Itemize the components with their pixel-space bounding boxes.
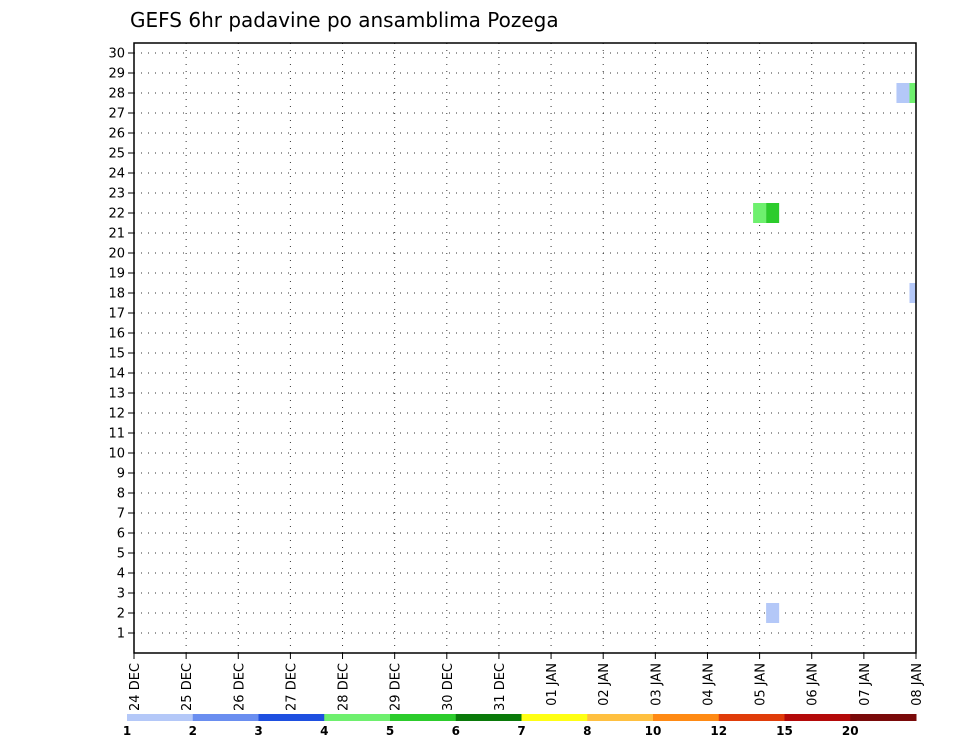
legend-label: 10	[645, 724, 662, 738]
legend-label: 15	[776, 724, 793, 738]
legend-label: 2	[189, 724, 197, 738]
y-tick-label: 17	[108, 307, 125, 322]
y-tick-label: 28	[108, 87, 125, 102]
legend-label: 4	[320, 724, 328, 738]
legend-swatch	[850, 714, 917, 721]
legend: 1 2 3 4 5 6 7 8 10 12 15 20	[123, 714, 917, 738]
legend-label: 5	[386, 724, 394, 738]
y-tick-label: 5	[117, 547, 125, 562]
y-tick-label: 22	[108, 207, 125, 222]
y-tick-label: 15	[108, 347, 125, 362]
y-tick-label: 23	[108, 187, 125, 202]
chart-title: GEFS 6hr padavine po ansamblima Pozega	[130, 8, 559, 32]
y-tick-label: 3	[117, 587, 125, 602]
y-tick-label: 24	[108, 167, 125, 182]
x-tick-label: 03 JAN	[649, 663, 664, 706]
legend-label: 1	[123, 724, 131, 738]
x-tick-label: 25 DEC	[180, 663, 195, 711]
y-axis: 1234567891011121314151617181920212223242…	[108, 47, 134, 642]
y-tick-label: 13	[108, 387, 125, 402]
y-tick-label: 20	[108, 247, 125, 262]
y-tick-label: 9	[117, 467, 125, 482]
y-tick-label: 21	[108, 227, 125, 242]
y-tick-label: 16	[108, 327, 125, 342]
legend-label: 3	[254, 724, 262, 738]
y-tick-label: 7	[117, 507, 125, 522]
y-tick-label: 14	[108, 367, 125, 382]
y-tick-label: 1	[117, 627, 125, 642]
heatmap-cell	[909, 83, 916, 103]
legend-swatch	[127, 714, 194, 721]
y-tick-label: 19	[108, 267, 125, 282]
x-tick-label: 31 DEC	[493, 663, 508, 711]
y-tick-label: 2	[117, 607, 125, 622]
y-tick-label: 27	[108, 107, 125, 122]
x-tick-label: 08 JAN	[910, 663, 925, 706]
legend-swatch	[653, 714, 720, 721]
x-tick-label: 06 JAN	[806, 663, 821, 706]
legend-label: 8	[583, 724, 591, 738]
legend-label: 12	[710, 724, 727, 738]
legend-swatch	[324, 714, 391, 721]
x-tick-label: 30 DEC	[441, 663, 456, 711]
legend-swatch	[192, 714, 259, 721]
x-tick-label: 02 JAN	[597, 663, 612, 706]
legend-swatch	[521, 714, 588, 721]
y-tick-label: 12	[108, 407, 125, 422]
y-tick-label: 10	[108, 447, 125, 462]
legend-swatch	[258, 714, 325, 721]
x-tick-label: 05 JAN	[754, 663, 769, 706]
x-tick-label: 29 DEC	[389, 663, 404, 711]
legend-swatch	[587, 714, 654, 721]
x-tick-label: 07 JAN	[858, 663, 873, 706]
plot-frame	[133, 42, 917, 654]
legend-label: 7	[517, 724, 525, 738]
heatmap-cell	[766, 603, 780, 623]
heatmap-cell	[753, 203, 767, 223]
x-tick-label: 04 JAN	[701, 663, 716, 706]
x-tick-label: 27 DEC	[284, 663, 299, 711]
x-tick-label: 24 DEC	[128, 663, 143, 711]
y-tick-label: 25	[108, 147, 125, 162]
heatmap-cell	[896, 83, 910, 103]
heatmap-cell	[766, 203, 780, 223]
legend-label: 20	[842, 724, 859, 738]
x-tick-label: 28 DEC	[337, 663, 352, 711]
y-tick-label: 6	[117, 527, 125, 542]
y-tick-label: 8	[117, 487, 125, 502]
x-tick-label: 26 DEC	[232, 663, 247, 711]
y-tick-label: 4	[117, 567, 125, 582]
grid-lines	[134, 43, 916, 653]
legend-swatch	[784, 714, 851, 721]
heatmap-cell	[909, 283, 916, 303]
legend-swatch	[718, 714, 785, 721]
legend-swatch	[455, 714, 522, 721]
y-tick-label: 26	[108, 127, 125, 142]
y-tick-label: 30	[108, 47, 125, 62]
x-tick-label: 01 JAN	[545, 663, 560, 706]
legend-swatch	[390, 714, 457, 721]
legend-label: 6	[452, 724, 460, 738]
y-tick-label: 18	[108, 287, 125, 302]
y-tick-label: 29	[108, 67, 125, 82]
x-axis: 24 DEC 25 DEC 26 DEC 27 DEC 28 DEC 29 DEC 30 D…	[128, 653, 925, 711]
y-tick-label: 11	[108, 427, 125, 442]
heatmap-cells	[753, 83, 916, 623]
